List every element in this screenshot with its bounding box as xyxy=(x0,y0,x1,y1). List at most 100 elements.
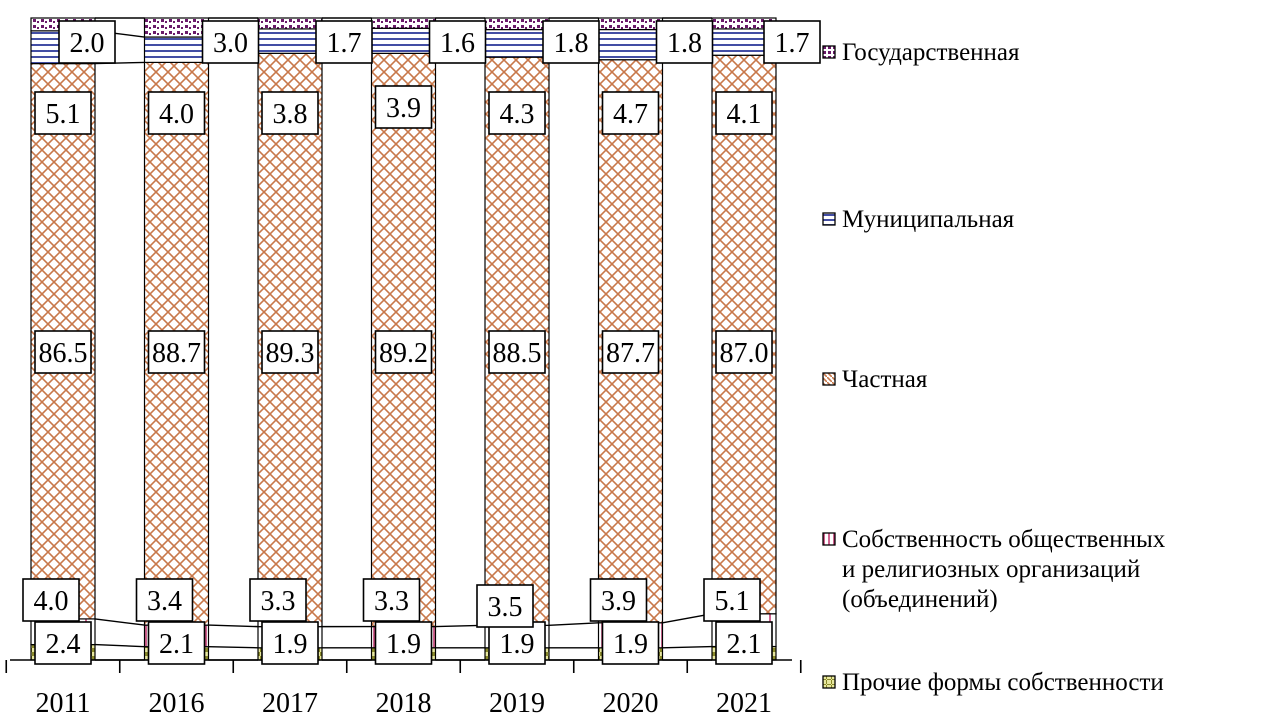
x-tick-label: 2020 xyxy=(603,688,659,719)
bar-segment-2020-муниципальная xyxy=(597,28,664,61)
bar-segment-2020-государственная xyxy=(597,17,664,31)
bar-segment-2018-муниципальная xyxy=(370,27,437,54)
bar-segment-2016-государственная xyxy=(143,17,210,38)
svg-text:1.9: 1.9 xyxy=(273,629,308,660)
data-label-2011-государственная: 2.0 xyxy=(58,20,116,64)
svg-text:3.0: 3.0 xyxy=(213,28,248,59)
svg-text:87.7: 87.7 xyxy=(606,338,655,369)
data-label-2018-собственность-общественных-и-религиозных-организаций-объединений: 3.3 xyxy=(362,578,421,622)
data-label-2019-частная: 88.5 xyxy=(488,330,546,374)
svg-text:3.5: 3.5 xyxy=(488,592,523,623)
x-tick-label: 2011 xyxy=(36,688,91,719)
svg-text:2.0: 2.0 xyxy=(70,28,105,59)
x-tick-label: 2017 xyxy=(262,688,318,719)
legend-swatch xyxy=(822,675,836,689)
svg-text:2.1: 2.1 xyxy=(727,629,762,660)
data-label-2019-собственность-общественных-и-религиозных-организаций-объединений: 3.5 xyxy=(476,584,534,628)
legend-swatch xyxy=(822,212,836,226)
data-label-2021-собственность-общественных-и-религиозных-организаций-объединений: 5.1 xyxy=(703,578,761,622)
svg-text:2.1: 2.1 xyxy=(159,629,194,660)
svg-text:4.1: 4.1 xyxy=(727,99,762,130)
svg-text:3.9: 3.9 xyxy=(601,586,636,617)
data-label-2020-муниципальная: 4.7 xyxy=(601,91,660,135)
svg-text:4.0: 4.0 xyxy=(34,586,69,617)
svg-text:1.9: 1.9 xyxy=(500,629,535,660)
data-label-2021-муниципальная: 4.1 xyxy=(715,91,773,135)
series-connector-line xyxy=(548,622,599,627)
bar-segment-2017-муниципальная xyxy=(257,28,323,54)
svg-text:88.5: 88.5 xyxy=(493,338,542,369)
data-label-2019-государственная: 1.8 xyxy=(542,20,600,64)
data-label-2016-частная: 88.7 xyxy=(147,330,206,374)
data-label-2020-собственность-общественных-и-религиозных-организаций-объединений: 3.9 xyxy=(589,578,648,622)
data-label-2018-частная: 89.2 xyxy=(374,330,433,374)
legend-swatch xyxy=(822,45,836,59)
data-label-2011-собственность-общественных-и-религиозных-организаций-объединений: 4.0 xyxy=(22,578,80,622)
svg-text:4.0: 4.0 xyxy=(159,99,194,130)
legend-swatch xyxy=(822,532,836,546)
bar-segment-2018-государственная xyxy=(370,17,437,29)
legend-item-прочие-формы-собственности: Прочие формы собственности xyxy=(822,668,1164,698)
svg-text:1.9: 1.9 xyxy=(613,629,648,660)
legend-label: Прочие формы собственности xyxy=(842,669,1164,696)
svg-text:3.9: 3.9 xyxy=(386,93,421,124)
x-tick-label: 2019 xyxy=(489,688,545,719)
svg-text:3.3: 3.3 xyxy=(261,586,296,617)
svg-text:1.8: 1.8 xyxy=(554,28,589,59)
stacked-bar-chart: 2011 2016 2017 2018 2019 2020 2021 2.4 4.0 86.5 5… xyxy=(5,17,821,719)
data-label-2018-прочие-формы-собственности: 1.9 xyxy=(374,621,433,665)
x-tick-label: 2018 xyxy=(376,688,432,719)
series-connector-line xyxy=(208,624,259,628)
svg-text:87.0: 87.0 xyxy=(720,338,769,369)
series-connector-line xyxy=(662,645,713,649)
svg-text:2.4: 2.4 xyxy=(46,629,81,660)
legend: Государственная Муниципальная Частная Со… xyxy=(822,0,1284,722)
data-labels: 2.4 4.0 86.5 5.1 2.0 2.1 3.4 88.7 4.0 3.0 1.9 3.3 89… xyxy=(22,20,821,665)
bar-segment-2019-государственная xyxy=(484,17,550,31)
svg-text:3.8: 3.8 xyxy=(273,99,308,130)
series-connector-line xyxy=(94,618,145,626)
svg-text:1.8: 1.8 xyxy=(667,28,702,59)
svg-text:86.5: 86.5 xyxy=(39,338,88,369)
x-tick-label: 2016 xyxy=(149,688,205,719)
data-label-2011-прочие-формы-собственности: 2.4 xyxy=(34,621,92,665)
bar-segment-2017-государственная xyxy=(257,17,323,30)
data-label-2016-муниципальная: 4.0 xyxy=(147,91,206,135)
data-label-2017-государственная: 1.7 xyxy=(315,20,373,64)
svg-text:3.4: 3.4 xyxy=(147,586,182,617)
svg-text:4.7: 4.7 xyxy=(613,99,648,130)
data-label-2020-государственная: 1.8 xyxy=(655,20,714,64)
data-label-2017-прочие-формы-собственности: 1.9 xyxy=(261,621,319,665)
legend-item-собственность-общественных-и-религиозных-организаций-объединений: Собственность общественных и религиозных… xyxy=(822,525,1165,615)
svg-text:5.1: 5.1 xyxy=(715,586,750,617)
svg-text:89.3: 89.3 xyxy=(266,338,315,369)
data-label-2020-прочие-формы-собственности: 1.9 xyxy=(601,621,660,665)
legend-item-частная: Частная xyxy=(822,365,927,395)
data-label-2019-муниципальная: 4.3 xyxy=(488,91,546,135)
series-connector-line xyxy=(94,643,145,648)
data-label-2018-государственная: 1.6 xyxy=(428,20,487,64)
svg-text:1.6: 1.6 xyxy=(440,28,475,59)
data-label-2020-частная: 87.7 xyxy=(601,330,660,374)
svg-text:1.7: 1.7 xyxy=(775,28,810,59)
data-label-2016-прочие-формы-собственности: 2.1 xyxy=(147,621,206,665)
svg-text:89.2: 89.2 xyxy=(379,338,428,369)
data-label-2011-частная: 86.5 xyxy=(34,330,92,374)
svg-text:3.3: 3.3 xyxy=(374,586,409,617)
data-label-2017-муниципальная: 3.8 xyxy=(261,91,319,135)
series-connector-line xyxy=(208,645,259,649)
data-label-2018-муниципальная: 3.9 xyxy=(374,85,433,129)
bar-segment-2019-муниципальная xyxy=(484,28,550,58)
data-label-2016-собственность-общественных-и-религиозных-организаций-объединений: 3.4 xyxy=(135,578,194,622)
legend-swatch xyxy=(822,372,836,386)
legend-label: Собственность общественных и религиозных… xyxy=(842,526,1166,613)
x-axis: 2011 2016 2017 2018 2019 2020 2021 xyxy=(5,659,802,719)
legend-label: Частная xyxy=(842,366,928,393)
bar-segment-2016-муниципальная xyxy=(143,36,210,64)
legend-label: Муниципальная xyxy=(842,206,1015,233)
svg-text:1.7: 1.7 xyxy=(327,28,362,59)
legend-label: Государственная xyxy=(842,39,1020,66)
data-label-2011-муниципальная: 5.1 xyxy=(34,91,92,135)
svg-text:88.7: 88.7 xyxy=(152,338,201,369)
data-label-2017-собственность-общественных-и-религиозных-организаций-объединений: 3.3 xyxy=(249,578,307,622)
